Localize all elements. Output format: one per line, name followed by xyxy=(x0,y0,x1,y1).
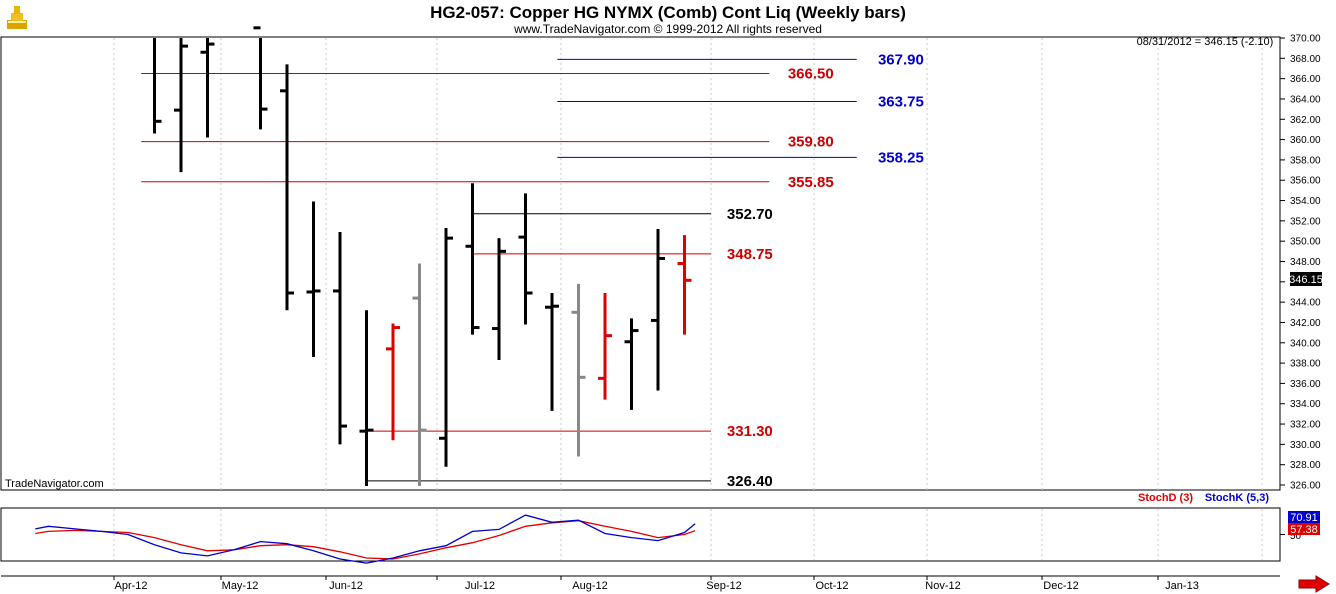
price-bar-16 xyxy=(598,292,612,400)
level-label-7: 348.75 xyxy=(727,246,773,263)
chart-title: HG2-057: Copper HG NYMX (Comb) Cont Liq … xyxy=(430,3,906,22)
scroll-right-arrow-icon[interactable] xyxy=(1298,575,1330,593)
level-label-2: 363.75 xyxy=(878,93,924,110)
y-tick-label-4: 362.00 xyxy=(1290,115,1321,126)
y-tick-label-18: 334.00 xyxy=(1290,399,1321,410)
x-tick-label-8: Dec-12 xyxy=(1043,580,1078,592)
price-panel xyxy=(0,36,1281,491)
legend-stoch-d: StochD (3) xyxy=(1138,492,1193,504)
last-price-tag: 346.15 xyxy=(1289,272,1323,286)
stoch-d-tag: 57.38 xyxy=(1288,523,1320,536)
level-label-1: 366.50 xyxy=(788,66,834,83)
y-tick-label-16: 338.00 xyxy=(1290,359,1321,370)
price-bar-19 xyxy=(677,235,692,335)
last-price-label: 346.15 xyxy=(1289,274,1323,286)
y-tick-label-10: 350.00 xyxy=(1290,237,1321,248)
level-label-0: 367.90 xyxy=(878,51,924,68)
watermark: TradeNavigator.com xyxy=(5,478,104,490)
x-tick-label-9: Jan-13 xyxy=(1165,580,1199,592)
price-bar-10 xyxy=(439,227,453,467)
x-tick-label-5: Sep-12 xyxy=(706,580,741,592)
price-bar-5 xyxy=(306,201,321,357)
price-bar-4 xyxy=(280,64,294,311)
x-tick-label-1: May-12 xyxy=(222,580,259,592)
level-label-4: 358.25 xyxy=(878,149,924,166)
price-bar-3 xyxy=(253,26,268,130)
stoch-k-line xyxy=(35,514,696,564)
price-bar-12 xyxy=(492,238,506,361)
stoch-k-value: 70.91 xyxy=(1290,512,1318,524)
stoch-k-tag: 70.91 xyxy=(1288,511,1320,524)
indicator-lines xyxy=(35,514,696,564)
y-tick-label-7: 356.00 xyxy=(1290,176,1321,187)
app-logo-icon xyxy=(2,2,32,32)
level-label-3: 359.80 xyxy=(788,134,834,151)
price-bar-2 xyxy=(200,38,215,138)
y-tick-label-5: 360.00 xyxy=(1290,135,1321,146)
y-axis: 370.00 368.00 366.00 364.00 362.00 360.00 358.… xyxy=(1280,34,1321,492)
price-bars xyxy=(153,26,692,486)
y-tick-label-9: 352.00 xyxy=(1290,216,1321,227)
price-bar-9 xyxy=(412,263,427,486)
x-tick-label-4: Aug-12 xyxy=(572,580,607,592)
price-bar-1 xyxy=(174,38,188,173)
price-bar-8 xyxy=(386,323,400,441)
y-tick-label-21: 328.00 xyxy=(1290,460,1321,471)
y-tick-label-20: 330.00 xyxy=(1290,440,1321,451)
level-label-8: 331.30 xyxy=(727,423,773,440)
stoch-d-value: 57.38 xyxy=(1290,524,1318,536)
chart-subtitle: www.TradeNavigator.com © 1999-2012 All r… xyxy=(513,22,822,36)
y-tick-label-1: 368.00 xyxy=(1290,54,1321,65)
y-tick-label-8: 354.00 xyxy=(1290,196,1321,207)
stoch-d-line xyxy=(35,520,696,560)
price-bar-13 xyxy=(518,193,533,325)
x-axis: Apr-12 May-12 Jun-12 Jul-12 Aug-12 Sep-12 Oct-… xyxy=(113,576,1199,592)
price-bar-7 xyxy=(359,310,374,486)
price-bar-11 xyxy=(465,183,480,335)
indicator-tick-50: 50 xyxy=(1290,531,1302,542)
indicator-panel xyxy=(0,507,1281,562)
y-tick-label-2: 366.00 xyxy=(1290,74,1321,85)
level-label-9: 326.40 xyxy=(727,473,773,490)
y-tick-label-3: 364.00 xyxy=(1290,94,1321,105)
level-label-6: 352.70 xyxy=(727,206,773,223)
price-bar-0 xyxy=(153,38,162,134)
y-tick-label-0: 370.00 xyxy=(1290,34,1321,45)
x-tick-label-2: Jun-12 xyxy=(329,580,363,592)
x-tick-label-3: Jul-12 xyxy=(465,580,495,592)
y-tick-label-14: 342.00 xyxy=(1290,318,1321,329)
y-tick-label-11: 348.00 xyxy=(1290,257,1321,268)
level-label-5: 355.85 xyxy=(788,174,834,191)
price-levels: 367.90 366.50 363.75 359.80 358.25 355.85 352.… xyxy=(141,51,924,490)
y-tick-label-15: 340.00 xyxy=(1290,338,1321,349)
price-bar-6 xyxy=(333,232,347,445)
price-bar-17 xyxy=(624,318,639,410)
price-bar-15 xyxy=(571,283,586,457)
legend-stoch-k: StochK (5,3) xyxy=(1205,492,1270,504)
y-tick-label-13: 344.00 xyxy=(1290,298,1321,309)
last-price-note: 08/31/2012 = 346.15 (-2.10) xyxy=(1137,36,1274,48)
y-tick-label-6: 358.00 xyxy=(1290,155,1321,166)
indicator-grid xyxy=(113,509,1285,560)
price-bar-14 xyxy=(545,292,559,411)
y-tick-label-17: 336.00 xyxy=(1290,379,1321,390)
y-tick-label-19: 332.00 xyxy=(1290,420,1321,431)
grid xyxy=(113,38,1263,490)
y-tick-label-22: 326.00 xyxy=(1290,481,1321,492)
price-bar-18 xyxy=(651,228,665,391)
x-tick-label-0: Apr-12 xyxy=(114,580,147,592)
x-tick-label-6: Oct-12 xyxy=(815,580,848,592)
x-tick-label-7: Nov-12 xyxy=(925,580,960,592)
